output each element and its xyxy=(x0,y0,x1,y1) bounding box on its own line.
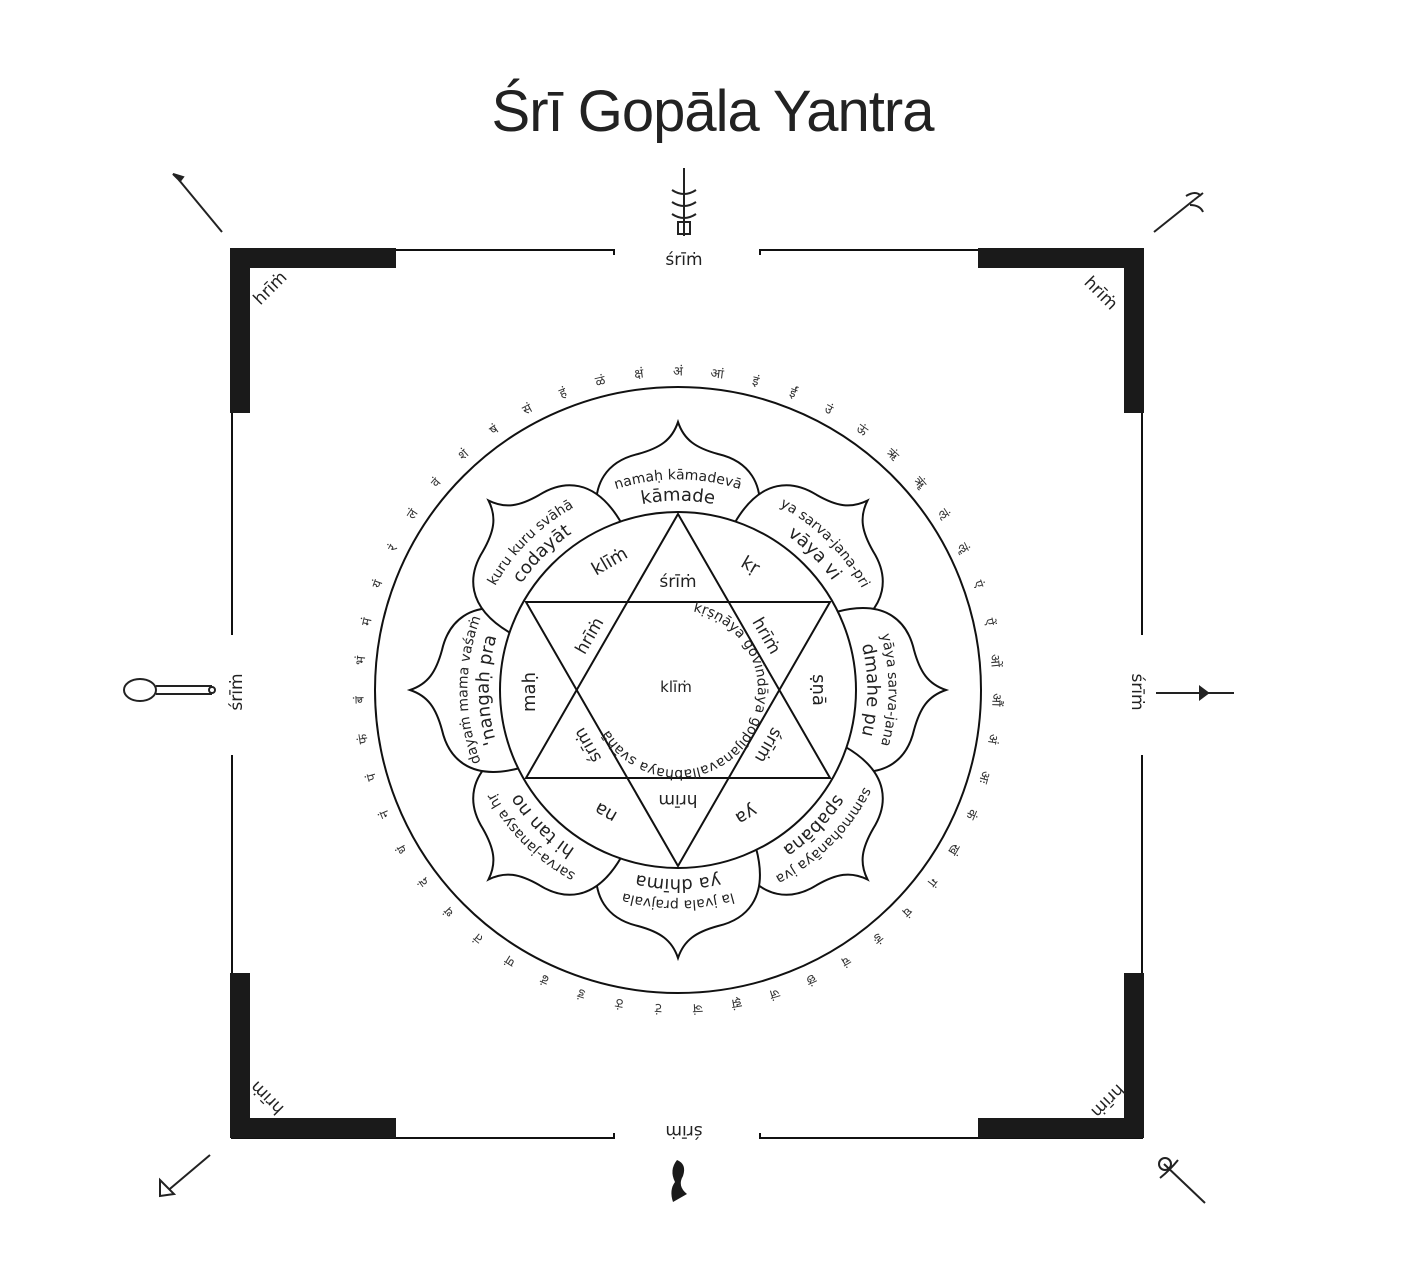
petal-outline xyxy=(595,847,761,962)
sword-icon xyxy=(1158,1157,1206,1204)
syllable: ङं xyxy=(869,929,886,947)
hexagram-gap-label: maḥ xyxy=(519,672,540,712)
syllable: अं xyxy=(984,733,1001,746)
syllable: ढं xyxy=(538,970,552,987)
gate-label-left: śrīṁ xyxy=(227,673,247,710)
syllable: ईं xyxy=(787,384,800,402)
syllable: दं xyxy=(416,873,433,888)
petal-outline xyxy=(733,745,884,896)
syllable: षं xyxy=(487,422,502,439)
syllable: आं xyxy=(710,366,726,383)
hexagram-point-label: śrīṁ xyxy=(659,572,696,592)
syllable: अं xyxy=(673,365,684,380)
spear-icon xyxy=(172,173,223,233)
corner-label-bottom-right: hrīṁ xyxy=(1087,1080,1129,1122)
syllable: ऌं xyxy=(934,506,952,523)
downward-triangle xyxy=(524,601,832,869)
syllable: यं xyxy=(370,578,387,591)
syllable: णं xyxy=(502,951,518,969)
syllable: सं xyxy=(520,401,535,418)
syllable: गं xyxy=(923,874,940,889)
syllable: ओं xyxy=(987,653,1004,668)
hand-mudra-icon xyxy=(671,1160,687,1202)
syllable: लं xyxy=(404,506,421,522)
trident-icon xyxy=(1153,192,1204,233)
center-seed: klīṁ xyxy=(660,678,692,696)
syllable: ऊं xyxy=(853,421,871,440)
petal-outline xyxy=(406,607,521,773)
syllable: फं xyxy=(355,732,372,745)
syllable: ॡं xyxy=(954,541,972,557)
petal-outline xyxy=(733,484,884,635)
syllable: नं xyxy=(377,807,394,820)
bhupura-corners xyxy=(230,248,1144,1138)
syllable: ळं xyxy=(594,373,608,390)
upward-triangle xyxy=(524,511,832,779)
petal-outline xyxy=(472,484,623,635)
syllable: घं xyxy=(898,903,914,919)
syllable: चं xyxy=(837,952,853,969)
ladder-spear-icon xyxy=(671,168,697,236)
syllable: ऐं xyxy=(981,617,998,628)
syllable: शं xyxy=(455,446,472,464)
gate-label-right: śrīṁ xyxy=(1127,673,1147,710)
axe-icon xyxy=(159,1154,211,1198)
corner-label-bottom-left: hrīṁ xyxy=(247,1077,289,1119)
petal-outline xyxy=(835,607,950,773)
corner-label-top-right: hrīṁ xyxy=(1080,273,1122,315)
syllable: डं xyxy=(575,985,588,1002)
hexagram-gap-label: ṣṇā xyxy=(808,674,829,706)
syllable: रं xyxy=(385,542,401,554)
syllable: ञं xyxy=(692,1000,703,1016)
syllable: धं xyxy=(394,841,411,856)
syllable: टं xyxy=(654,1000,662,1015)
petal-outer-text: yāya sarva-jana xyxy=(877,632,901,749)
syllable: हं xyxy=(557,385,570,402)
syllable: क्षं xyxy=(633,366,645,382)
syllable: खं xyxy=(944,841,962,858)
bhupura-frame xyxy=(231,249,1143,1139)
syllable: कं xyxy=(962,806,980,822)
syllable: भं xyxy=(353,655,369,666)
syllable: तं xyxy=(471,929,487,946)
syllable: वं xyxy=(428,475,445,491)
petal-outline xyxy=(472,745,623,896)
syllable: औं xyxy=(988,693,1004,707)
syllable: ऋं xyxy=(883,446,902,465)
outer-circle xyxy=(374,386,982,994)
syllable: ॠं xyxy=(910,474,929,493)
syllable: पं xyxy=(364,771,381,783)
arrow-icon xyxy=(1156,685,1234,701)
syllable: एं xyxy=(970,578,987,591)
lotus-petal: dayaṁ mama vaśaṁ'nangaḥ pra xyxy=(406,607,521,773)
petal-outer-text: la jvala prajvala xyxy=(620,889,736,913)
syllable: झं xyxy=(729,994,743,1011)
syllable: इं xyxy=(751,374,761,390)
syllable: थं xyxy=(441,903,458,920)
syllable: अः xyxy=(975,769,993,786)
syllable: छं xyxy=(803,970,818,988)
hexagram-point-label: hrīm xyxy=(658,790,697,810)
syllable: उं xyxy=(822,402,836,419)
corner-label-top-left: hrīṁ xyxy=(250,268,292,310)
gate-label-bottom: śrīṁ xyxy=(665,1121,702,1141)
syllable: मं xyxy=(359,616,375,627)
mace-icon xyxy=(123,678,216,702)
gate-label-top: śrīṁ xyxy=(665,250,702,270)
syllable: जं xyxy=(767,984,781,1001)
syllable: ठं xyxy=(614,994,625,1010)
petal-outline xyxy=(595,418,761,533)
syllable: बं xyxy=(353,695,368,703)
page-title: Śrī Gopāla Yantra xyxy=(491,79,935,144)
